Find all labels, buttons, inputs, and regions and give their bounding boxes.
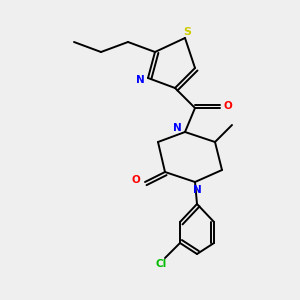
Text: N: N xyxy=(193,185,201,195)
Text: S: S xyxy=(183,27,191,37)
Text: O: O xyxy=(224,101,232,111)
Text: N: N xyxy=(172,123,182,133)
Text: N: N xyxy=(136,75,144,85)
Text: O: O xyxy=(132,175,140,185)
Text: Cl: Cl xyxy=(155,259,167,269)
